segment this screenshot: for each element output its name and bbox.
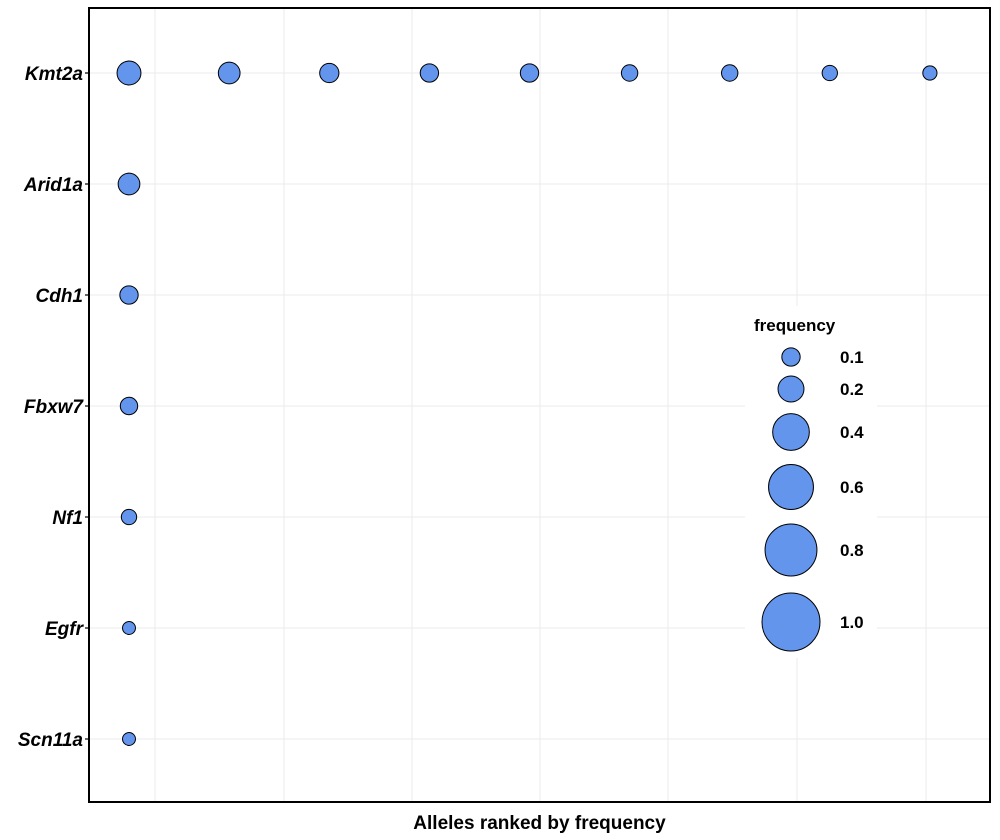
size-legend: frequency 0.1 0.2 0.4 0.6 0.8 1.0 [745,306,877,658]
data-point-kmt2a-rank-4 [419,63,440,83]
legend-key-circle [772,413,810,451]
legend-title: frequency [754,316,836,335]
data-point-kmt2a-rank-5 [519,63,540,83]
data-point-kmt2a-rank-1 [116,60,142,86]
legend-key-label: 0.8 [840,541,864,560]
data-point-kmt2a-rank-3 [319,62,340,84]
y-tick-label-arid1a: Arid1a [23,175,84,196]
legend-key-circle [781,347,801,367]
data-point-kmt2a-rank-6 [620,64,639,82]
y-tick-label-kmt2a: Kmt2a [25,64,84,85]
plot-panel-border [88,7,991,803]
y-tick-label-fbxw7: Fbxw7 [24,397,85,418]
data-point-egfr-rank-1 [122,621,136,635]
data-point-arid1a-rank-1 [117,172,141,196]
legend-key-label: 0.4 [840,423,864,442]
y-tick-label-nf1: Nf1 [52,508,83,529]
legend-key-label: 1.0 [840,613,864,632]
x-axis-label: Alleles ranked by frequency [413,813,666,834]
legend-key-circle [777,375,805,403]
legend-key-label: 0.6 [840,478,864,497]
data-point-cdh1-rank-1 [119,285,139,305]
y-axis: Kmt2a Arid1a Cdh1 Fbxw7 Nf1 Egfr Scn11a [18,64,89,751]
legend-key-label: 0.1 [840,348,864,367]
legend-key-circle [764,523,818,577]
y-tick-label-cdh1: Cdh1 [36,286,84,307]
data-point-nf1-rank-1 [120,508,138,526]
data-points [116,60,938,746]
data-point-kmt2a-rank-2 [217,61,241,85]
data-point-fbxw7-rank-1 [119,396,139,416]
y-tick-label-scn11a: Scn11a [18,730,84,751]
data-point-scn11a-rank-1 [122,732,136,746]
legend-key-circle [761,592,821,652]
y-tick-label-egfr: Egfr [45,619,85,640]
data-point-kmt2a-rank-8 [821,64,838,82]
data-point-kmt2a-rank-9 [922,65,938,81]
data-point-kmt2a-rank-7 [721,64,739,82]
legend-key-label: 0.2 [840,380,864,399]
legend-key-circle [768,464,814,510]
